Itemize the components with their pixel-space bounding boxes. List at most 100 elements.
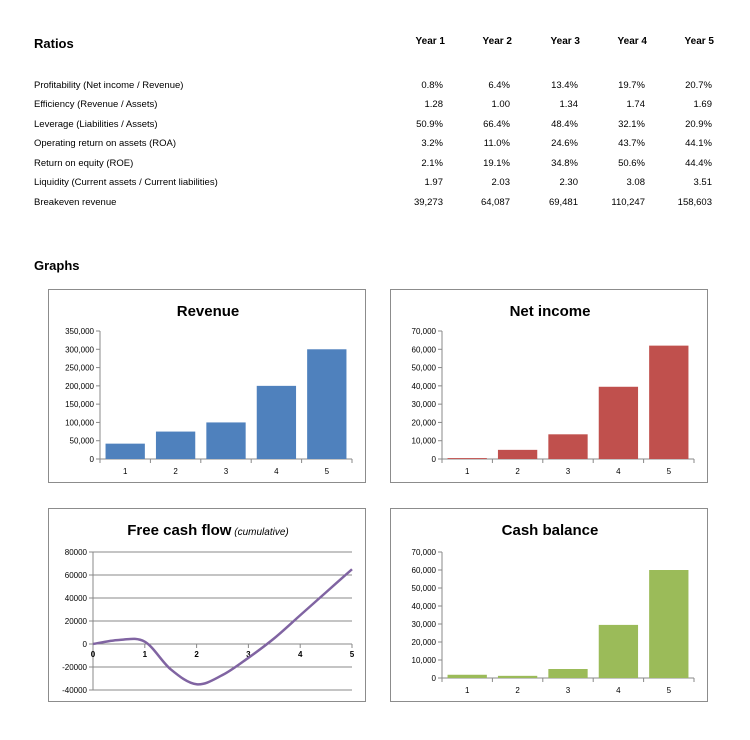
free-cash-flow-xtick-label: 2: [194, 650, 199, 659]
year-header: Year 3: [550, 36, 580, 47]
revenue-bar: [206, 422, 246, 459]
revenue-ytick-label: 250,000: [65, 364, 94, 373]
net-income-ytick-label: 60,000: [412, 345, 437, 354]
revenue-title: Revenue: [177, 303, 240, 320]
free-cash-flow-xtick-label: 1: [143, 650, 148, 659]
cash-balance-bar: [447, 674, 487, 678]
ratio-cell: 13.4%: [551, 80, 578, 91]
free-cash-flow-ytick-label: 20000: [65, 617, 88, 626]
free-cash-flow-chart: Free cash flow (cumulative) -40000 -20000 0…: [62, 522, 355, 695]
ratio-cell: 19.7%: [618, 80, 645, 91]
ratio-cell: 19.1%: [483, 158, 510, 169]
net-income-bar: [497, 449, 538, 459]
ratio-row-label: Efficiency (Revenue / Assets): [34, 99, 158, 110]
free-cash-flow-xtick-label: 0: [91, 650, 96, 659]
revenue-xtick-label: 5: [325, 467, 330, 476]
ratio-cell: 2.30: [559, 177, 579, 188]
ratio-row-label: Breakeven revenue: [34, 197, 117, 208]
net-income-xtick-label: 5: [667, 467, 672, 476]
ratio-cell: 110,247: [611, 197, 645, 208]
revenue-chart-panel: Revenue 0 50,000 100,000 150,000 200,000 250,0…: [48, 289, 366, 483]
free-cash-flow-series-line: [92, 568, 353, 686]
ratio-cell: 44.1%: [685, 138, 712, 149]
net-income-bar: [548, 434, 588, 459]
ratio-cell: 6.4%: [488, 80, 510, 91]
cash-balance-xtick-label: 3: [566, 686, 571, 695]
net-income-ytick-label: 0: [432, 455, 437, 464]
free-cash-flow-ytick-label: -20000: [62, 663, 87, 672]
revenue-ytick-label: 100,000: [65, 418, 94, 427]
cash-balance-ytick-label: 30,000: [412, 620, 437, 629]
revenue-xtick-label: 3: [224, 467, 229, 476]
ratio-row-label: Leverage (Liabilities / Assets): [34, 119, 158, 130]
net-income-ytick-label: 40,000: [412, 382, 437, 391]
net-income-xtick-label: 2: [515, 467, 520, 476]
ratio-row-label: Profitability (Net income / Revenue): [34, 80, 184, 91]
free-cash-flow-xtick-label: 5: [350, 650, 355, 659]
net-income-xtick-label: 4: [616, 467, 621, 476]
cash-balance-title: Cash balance: [502, 522, 599, 539]
cash-balance-chart-panel: Cash balance 0 10,000 20,000 30,000 40,000 50,…: [390, 508, 708, 702]
ratio-cell: 43.7%: [618, 138, 645, 149]
ratio-cell: 3.51: [693, 177, 713, 188]
ratio-row-label: Operating return on assets (ROA): [34, 138, 177, 149]
cash-balance-bar: [497, 675, 538, 678]
ratio-cell: 39,273: [413, 197, 443, 208]
revenue-ytick-label: 0: [90, 455, 95, 464]
cash-balance-bar: [649, 570, 689, 678]
revenue-chart: Revenue 0 50,000 100,000 150,000 200,000 250,0…: [65, 303, 353, 476]
revenue-xtick-label: 4: [274, 467, 279, 476]
cash-balance-xtick-label: 4: [616, 686, 621, 695]
net-income-bar: [447, 458, 487, 459]
ratio-cell: 0.8%: [421, 80, 443, 91]
cash-balance-ytick-label: 70,000: [412, 548, 437, 557]
ratio-row-label: Liquidity (Current assets / Current liab…: [34, 177, 218, 188]
cash-balance-ytick-label: 60,000: [412, 566, 437, 575]
cash-balance-bar: [598, 624, 639, 678]
revenue-ytick-label: 50,000: [70, 437, 95, 446]
revenue-bar: [105, 443, 145, 459]
year-header: Year 4: [617, 36, 647, 47]
net-income-ytick-label: 20,000: [412, 418, 437, 427]
cash-balance-xtick-label: 5: [667, 686, 672, 695]
year-header: Year 1: [415, 36, 445, 47]
free-cash-flow-ytick-label: 0: [83, 640, 88, 649]
free-cash-flow-ytick-label: 40000: [65, 594, 88, 603]
graphs-heading: Graphs: [34, 258, 80, 273]
net-income-ytick-label: 50,000: [412, 364, 437, 373]
ratio-cell: 34.8%: [551, 158, 578, 169]
cash-balance-ytick-label: 10,000: [412, 656, 437, 665]
revenue-bar: [256, 385, 297, 459]
free-cash-flow-chart-panel: Free cash flow (cumulative) -40000 -20000 0…: [48, 508, 366, 702]
ratio-cell: 48.4%: [551, 119, 578, 130]
ratio-cell: 20.7%: [685, 80, 712, 91]
ratios-heading: Ratios: [34, 36, 74, 51]
ratio-cell: 64,087: [480, 197, 510, 208]
cash-balance-xtick-label: 1: [465, 686, 470, 695]
ratio-cell: 11.0%: [483, 138, 510, 149]
ratio-cell: 1.28: [424, 99, 444, 110]
net-income-bar: [649, 345, 689, 459]
ratio-cell: 69,481: [548, 197, 578, 208]
revenue-xtick-label: 2: [173, 467, 178, 476]
ratio-cell: 2.1%: [421, 158, 443, 169]
net-income-xtick-label: 1: [465, 467, 470, 476]
free-cash-flow-xtick-label: 4: [298, 650, 303, 659]
ratio-row-label: Return on equity (ROE): [34, 158, 134, 169]
revenue-xtick-label: 1: [123, 467, 128, 476]
revenue-ytick-label: 200,000: [65, 382, 94, 391]
revenue-bar: [155, 431, 196, 459]
ratio-cell: 66.4%: [483, 119, 510, 130]
revenue-ytick-label: 150,000: [65, 400, 94, 409]
ratio-cell: 50.9%: [416, 119, 443, 130]
cash-balance-bar: [548, 669, 588, 678]
net-income-chart: Net income 0 10,000 20,000 30,000 40,000 50,00…: [412, 303, 695, 476]
ratio-cell: 24.6%: [551, 138, 578, 149]
free-cash-flow-xtick-label: 3: [246, 650, 251, 659]
free-cash-flow-ytick-label: -40000: [62, 686, 87, 695]
net-income-bar: [598, 386, 639, 459]
ratio-cell: 2.03: [491, 177, 511, 188]
ratio-cell: 20.9%: [685, 119, 712, 130]
net-income-ytick-label: 10,000: [412, 437, 437, 446]
net-income-xtick-label: 3: [566, 467, 571, 476]
